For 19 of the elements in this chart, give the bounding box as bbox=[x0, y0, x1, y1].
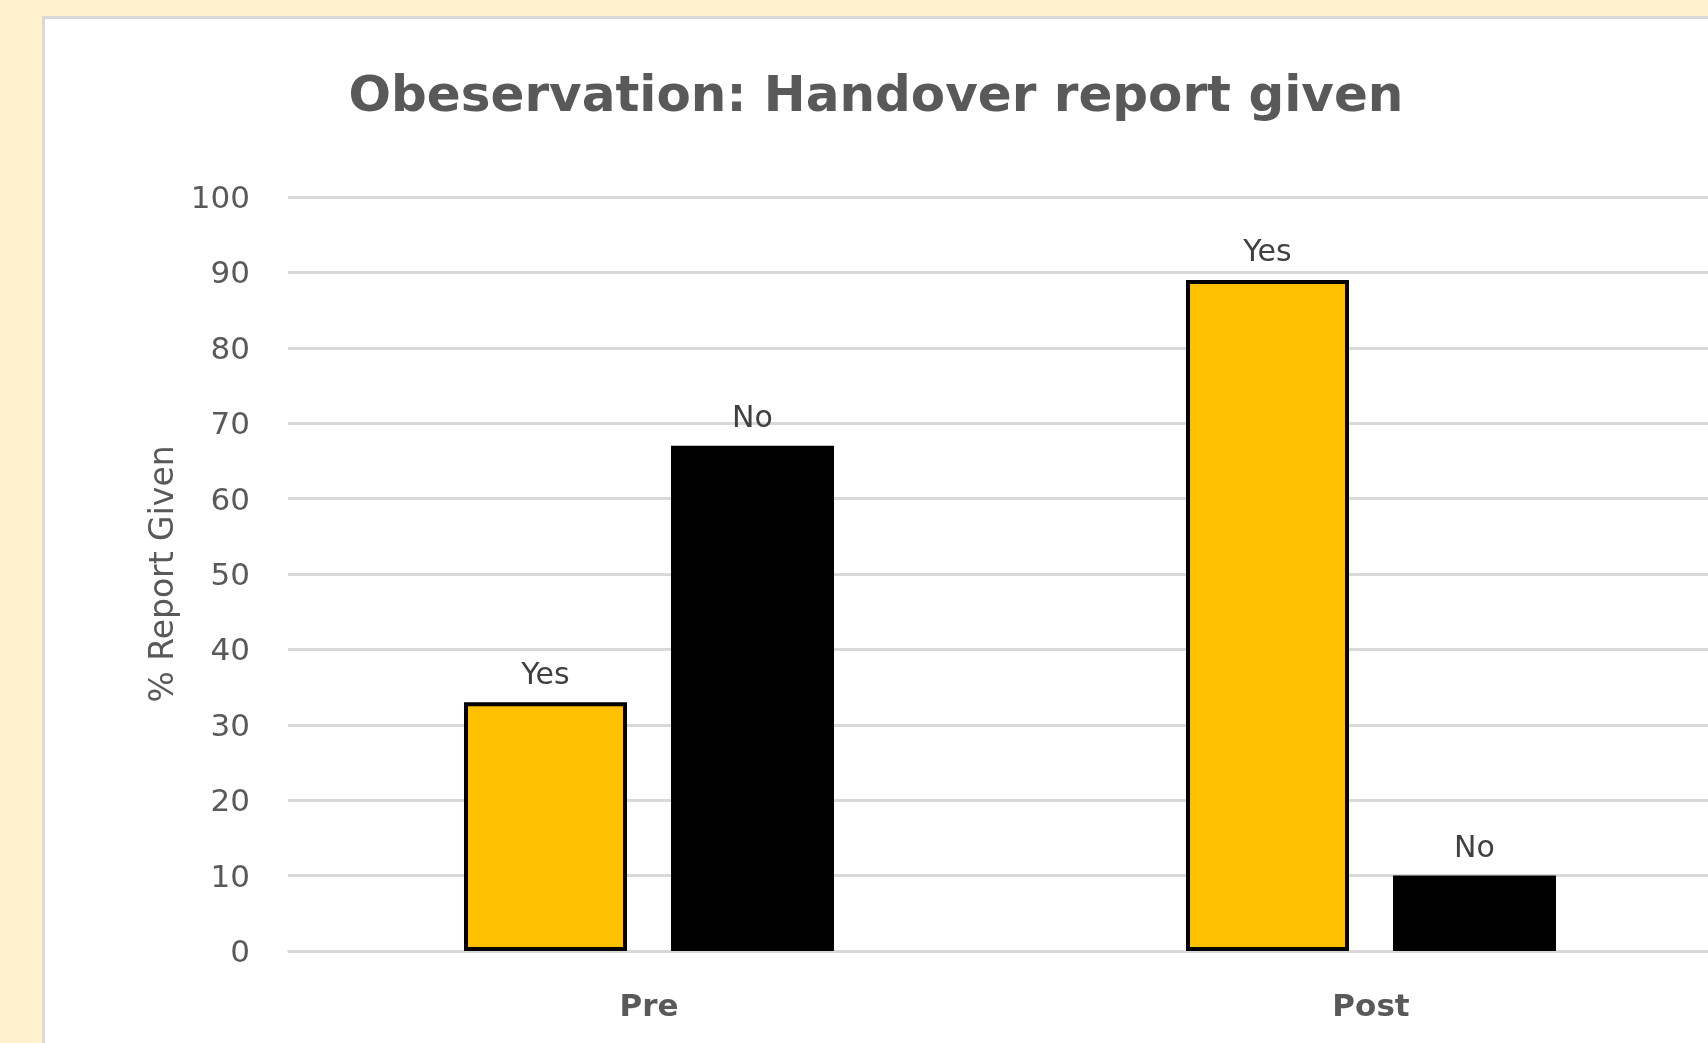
text: No bbox=[1454, 829, 1495, 865]
y-tick-label: 20 bbox=[210, 782, 250, 819]
series-label: No bbox=[732, 399, 773, 435]
y-tick-label: 10 bbox=[210, 857, 250, 894]
y-axis-title: % Report Given bbox=[142, 445, 181, 703]
y-tick-label: 50 bbox=[210, 556, 250, 592]
y-tick-label: 80 bbox=[210, 329, 250, 366]
y-tick-label: 90 bbox=[210, 254, 250, 291]
y-tick-label: 30 bbox=[210, 706, 250, 743]
y-tick-label: 40 bbox=[210, 631, 250, 668]
y-tick-label: 100 bbox=[190, 179, 250, 215]
y-tick-label: 0 bbox=[230, 933, 250, 969]
text: Yes bbox=[1243, 233, 1292, 269]
x-tick-label: Pre bbox=[619, 986, 679, 1023]
y-tick-label: 60 bbox=[210, 480, 250, 517]
x-tick-label: Post bbox=[1332, 986, 1410, 1023]
series-label: Yes bbox=[520, 655, 570, 691]
chart-title: Obeservation: Handover report given bbox=[348, 65, 1404, 123]
y-tick-label: 70 bbox=[210, 405, 250, 442]
